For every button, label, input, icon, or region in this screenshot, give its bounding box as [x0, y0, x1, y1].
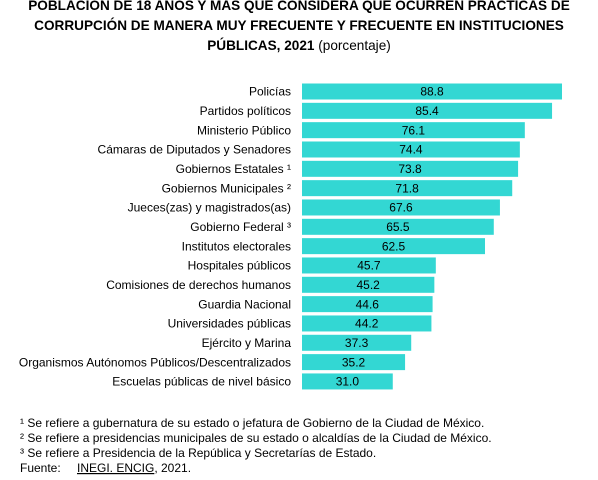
value-label: 73.8 [398, 162, 422, 176]
category-label: Jueces(zas) y magistrados(as) [128, 201, 291, 215]
category-label: Partidos políticos [200, 104, 291, 118]
category-label: Gobierno Federal ³ [190, 220, 291, 234]
title-block: POBLACIÓN DE 18 AÑOS Y MÁS QUE CONSIDERA… [0, 0, 598, 56]
bar [302, 141, 520, 158]
bar [302, 199, 500, 216]
value-label: 45.7 [357, 259, 381, 273]
bar [302, 83, 563, 100]
value-label: 44.2 [355, 317, 379, 331]
category-label: Guardia Nacional [198, 297, 291, 311]
category-label: Institutos electorales [182, 239, 291, 253]
bar [302, 334, 412, 351]
category-label: Hospitales públicos [188, 259, 291, 273]
category-label: Cámaras de Diputados y Senadores [98, 143, 291, 157]
category-label: Ejército y Marina [202, 336, 292, 350]
value-label: 74.4 [399, 143, 423, 157]
chart-subtitle: (porcentaje) [318, 38, 391, 53]
category-label: Ministerio Público [197, 123, 291, 137]
category-label: Gobiernos Estatales ¹ [176, 162, 291, 176]
value-label: 67.6 [389, 201, 413, 215]
value-label: 45.2 [356, 278, 380, 292]
bar [302, 122, 525, 139]
bar [302, 180, 513, 197]
category-label: Comisiones de derechos humanos [106, 278, 291, 292]
source-year: , 2021. [154, 461, 191, 475]
bar [302, 315, 432, 332]
bar [302, 354, 406, 371]
value-label: 37.3 [345, 336, 369, 350]
category-label: Gobiernos Municipales ² [162, 181, 291, 195]
source-org: INEGI. ENCIG [77, 461, 154, 475]
footnote: ² Se refiere a presidencias municipales … [20, 431, 492, 445]
bar [302, 373, 393, 390]
bar [302, 257, 436, 274]
chart-title: POBLACIÓN DE 18 AÑOS Y MÁS QUE CONSIDERA… [28, 0, 570, 53]
value-label: 31.0 [336, 375, 360, 389]
category-label: Policías [249, 85, 291, 99]
category-label: Organismos Autónomos Públicos/Descentral… [19, 355, 291, 369]
footnote: ¹ Se refiere a gubernatura de su estado … [20, 416, 484, 430]
value-label: 35.2 [342, 355, 366, 369]
bar [302, 218, 494, 235]
bar [302, 102, 553, 119]
bar [302, 160, 519, 177]
source: INEGI. ENCIG, 2021. [77, 461, 191, 475]
bar [302, 238, 485, 255]
category-label: Universidades públicas [168, 317, 291, 331]
value-label: 71.8 [395, 181, 419, 195]
category-label: Escuelas públicas de nivel básico [112, 375, 291, 389]
bar [302, 276, 435, 293]
value-label: 85.4 [415, 104, 439, 118]
value-label: 65.5 [386, 220, 410, 234]
source-label: Fuente: [20, 461, 61, 475]
footnote: ³ Se refiere a Presidencia de la Repúbli… [20, 446, 376, 460]
bar [302, 296, 433, 313]
value-label: 44.6 [356, 297, 380, 311]
value-label: 62.5 [382, 239, 406, 253]
value-label: 88.8 [420, 85, 444, 99]
value-label: 76.1 [402, 123, 426, 137]
